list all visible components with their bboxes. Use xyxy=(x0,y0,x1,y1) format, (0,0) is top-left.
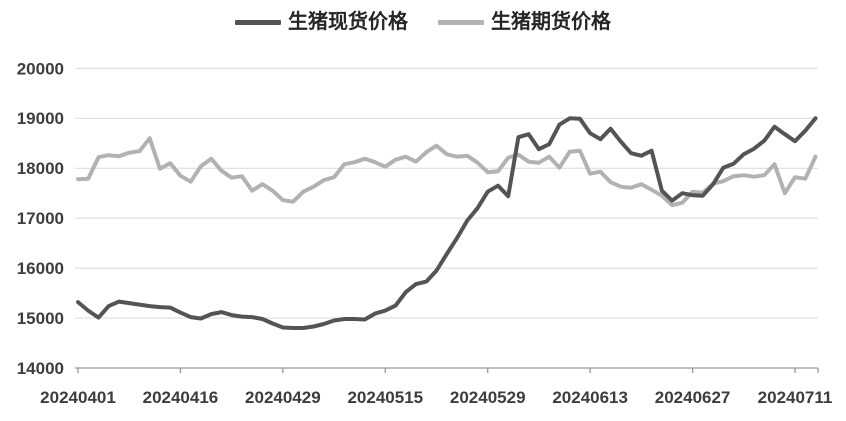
x-tick-label: 20240529 xyxy=(450,388,526,407)
x-tick-label: 20240401 xyxy=(40,388,116,407)
x-tick-label: 20240613 xyxy=(552,388,628,407)
x-tick-label: 20240416 xyxy=(143,388,219,407)
x-axis xyxy=(75,367,819,373)
y-tick-label: 17000 xyxy=(17,209,64,228)
x-tick-label: 20240711 xyxy=(758,388,833,407)
y-tick-label: 14000 xyxy=(17,359,64,378)
y-tick-label: 19000 xyxy=(17,109,64,128)
series-line-futures xyxy=(76,136,818,208)
y-tick-label: 18000 xyxy=(17,159,64,178)
y-axis-labels: 14000 15000 16000 17000 18000 19000 20000 xyxy=(17,59,64,378)
x-tick-label: 20240515 xyxy=(347,388,423,407)
y-tick-label: 20000 xyxy=(17,59,64,78)
x-tick-label: 20240429 xyxy=(245,388,321,407)
series-line-spot xyxy=(76,116,818,330)
x-axis-labels: 20240401 20240416 20240429 20240515 20240529… xyxy=(40,388,832,407)
x-tick-label: 20240627 xyxy=(655,388,731,407)
y-tick-label: 16000 xyxy=(17,259,64,278)
y-tick-label: 15000 xyxy=(17,309,64,328)
